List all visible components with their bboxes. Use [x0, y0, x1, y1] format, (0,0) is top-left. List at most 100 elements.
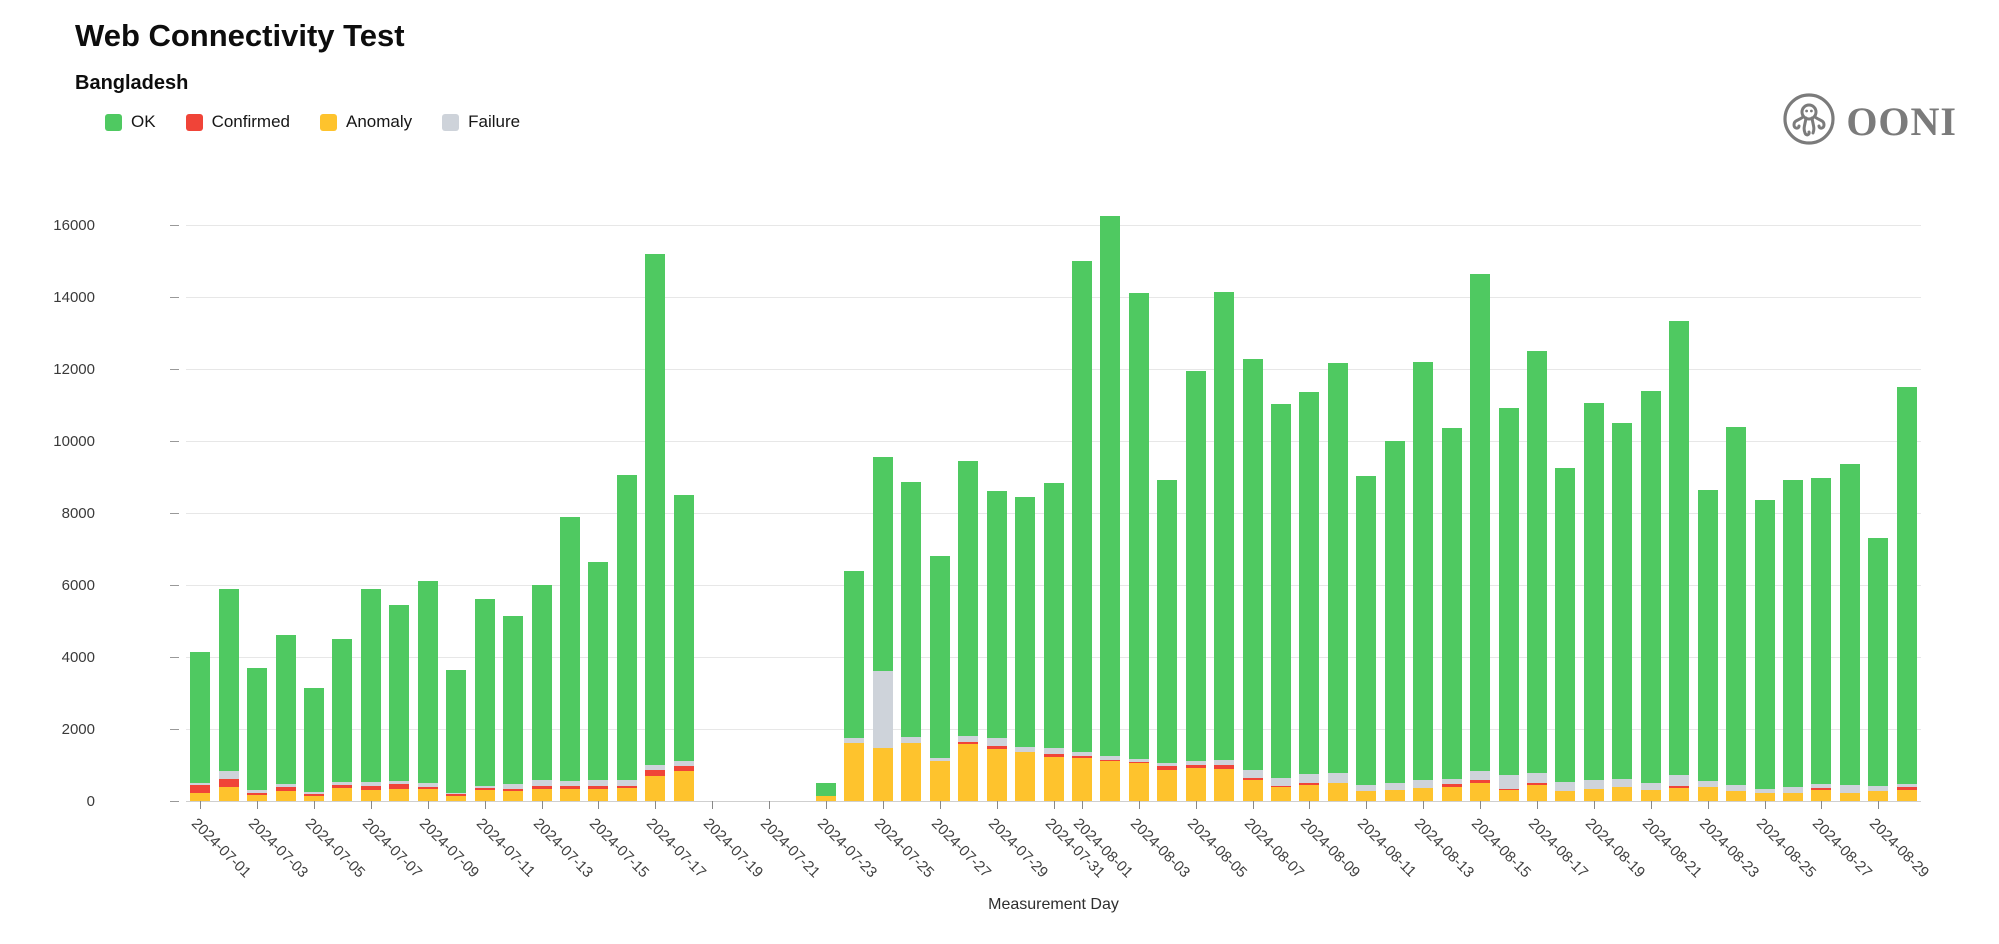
bar-2024-08-29[interactable] — [1868, 537, 1889, 801]
bar-segment-anomaly — [389, 789, 410, 801]
bar-segment-confirmed — [1128, 762, 1149, 764]
legend-item-failure[interactable]: Failure — [442, 112, 520, 132]
bar-2024-07-04[interactable] — [275, 635, 296, 801]
bar-segment-confirmed — [1896, 787, 1917, 790]
bar-2024-08-17[interactable] — [1527, 351, 1548, 801]
bar-2024-08-24[interactable] — [1726, 426, 1747, 801]
bar-segment-anomaly — [446, 796, 467, 801]
bar-2024-08-14[interactable] — [1441, 428, 1462, 801]
bar-2024-07-27[interactable] — [929, 556, 950, 801]
bar-segment-failure — [1071, 751, 1092, 757]
bar-2024-08-11[interactable] — [1356, 475, 1377, 801]
bar-2024-08-04[interactable] — [1157, 479, 1178, 801]
bar-segment-confirmed — [1470, 780, 1491, 783]
x-axis-tick — [1309, 801, 1311, 809]
bar-2024-08-12[interactable] — [1384, 441, 1405, 801]
bar-2024-08-15[interactable] — [1470, 273, 1491, 801]
bar-2024-08-09[interactable] — [1299, 392, 1320, 801]
legend-item-confirmed[interactable]: Confirmed — [185, 112, 290, 132]
bar-2024-07-02[interactable] — [218, 588, 239, 801]
x-axis-tick — [996, 801, 998, 809]
bar-2024-08-06[interactable] — [1214, 291, 1235, 801]
bar-segment-failure — [645, 765, 666, 771]
bar-2024-07-13[interactable] — [531, 585, 552, 801]
bar-2024-08-16[interactable] — [1498, 407, 1519, 801]
bar-segment-failure — [1640, 782, 1661, 790]
bar-segment-anomaly — [1811, 789, 1832, 801]
bar-segment-ok — [815, 783, 836, 796]
bar-2024-08-02[interactable] — [1100, 216, 1121, 801]
bar-2024-08-07[interactable] — [1242, 359, 1263, 801]
bar-2024-08-18[interactable] — [1555, 467, 1576, 801]
bar-2024-08-22[interactable] — [1669, 321, 1690, 801]
bar-segment-anomaly — [1214, 768, 1235, 801]
bar-2024-07-25[interactable] — [872, 457, 893, 801]
bar-2024-08-01[interactable] — [1071, 261, 1092, 801]
bar-2024-07-05[interactable] — [303, 687, 324, 801]
bar-2024-08-19[interactable] — [1583, 402, 1604, 801]
bar-2024-08-20[interactable] — [1612, 423, 1633, 801]
legend-item-ok[interactable]: OK — [105, 112, 156, 132]
x-axis-label-2024-08-29: 2024-08-29 — [1866, 815, 1933, 882]
bar-segment-anomaly — [1754, 793, 1775, 801]
bar-segment-anomaly — [417, 789, 438, 801]
bar-segment-failure — [1043, 748, 1064, 754]
bar-segment-confirmed — [559, 785, 580, 790]
bar-2024-07-28[interactable] — [958, 460, 979, 801]
bar-2024-07-31[interactable] — [1043, 483, 1064, 801]
bar-2024-08-05[interactable] — [1185, 370, 1206, 801]
bar-2024-07-07[interactable] — [360, 588, 381, 801]
bar-segment-failure — [616, 780, 637, 786]
bar-2024-07-14[interactable] — [559, 516, 580, 801]
bar-2024-08-08[interactable] — [1271, 404, 1292, 801]
bar-2024-07-16[interactable] — [616, 475, 637, 801]
x-axis-tick — [370, 801, 372, 809]
bar-2024-07-03[interactable] — [247, 667, 268, 801]
bar-2024-08-13[interactable] — [1413, 362, 1434, 801]
bar-2024-08-03[interactable] — [1128, 293, 1149, 801]
bar-2024-08-21[interactable] — [1640, 390, 1661, 801]
bar-2024-08-27[interactable] — [1811, 478, 1832, 801]
bar-2024-08-30[interactable] — [1896, 387, 1917, 801]
bar-segment-anomaly — [531, 789, 552, 801]
bar-2024-07-18[interactable] — [673, 495, 694, 801]
bar-2024-08-26[interactable] — [1783, 479, 1803, 801]
legend-swatch-confirmed — [185, 113, 203, 131]
gridline-14000 — [186, 297, 1921, 298]
bar-2024-08-25[interactable] — [1754, 500, 1775, 801]
bar-segment-confirmed — [616, 785, 637, 788]
bar-segment-confirmed — [1214, 765, 1235, 769]
legend-label: Anomaly — [345, 112, 413, 131]
bar-segment-failure — [389, 780, 410, 784]
bar-segment-confirmed — [332, 784, 353, 789]
bar-segment-confirmed — [1498, 788, 1519, 790]
bar-2024-07-29[interactable] — [986, 491, 1007, 801]
bar-segment-confirmed — [588, 786, 609, 790]
x-axis-label-2024-07-09: 2024-07-09 — [415, 815, 483, 882]
bar-2024-08-23[interactable] — [1697, 489, 1718, 801]
bar-2024-07-15[interactable] — [588, 561, 609, 801]
bar-2024-07-01[interactable] — [190, 651, 211, 801]
legend-item-anomaly[interactable]: Anomaly — [319, 112, 413, 132]
bar-segment-failure — [1356, 784, 1377, 791]
bar-2024-08-28[interactable] — [1839, 463, 1860, 801]
x-axis-label-2024-08-11: 2024-08-11 — [1354, 815, 1420, 881]
bar-2024-07-10[interactable] — [446, 669, 467, 801]
bar-segment-ok — [1384, 441, 1405, 784]
bar-segment-ok — [1441, 428, 1462, 780]
bar-2024-07-11[interactable] — [474, 599, 495, 801]
bar-2024-07-30[interactable] — [1015, 496, 1036, 801]
bar-2024-07-17[interactable] — [645, 253, 666, 801]
bar-2024-08-10[interactable] — [1327, 362, 1348, 801]
bar-segment-failure — [1669, 775, 1690, 786]
bar-segment-confirmed — [1271, 785, 1292, 787]
bar-segment-failure — [417, 783, 438, 787]
bar-2024-07-06[interactable] — [332, 639, 353, 801]
bar-2024-07-23[interactable] — [815, 783, 836, 801]
bar-2024-07-12[interactable] — [503, 615, 524, 801]
bar-2024-07-24[interactable] — [844, 570, 865, 801]
bar-segment-ok — [474, 599, 495, 786]
bar-2024-07-26[interactable] — [901, 482, 922, 801]
bar-2024-07-08[interactable] — [389, 604, 410, 801]
bar-2024-07-09[interactable] — [417, 581, 438, 801]
